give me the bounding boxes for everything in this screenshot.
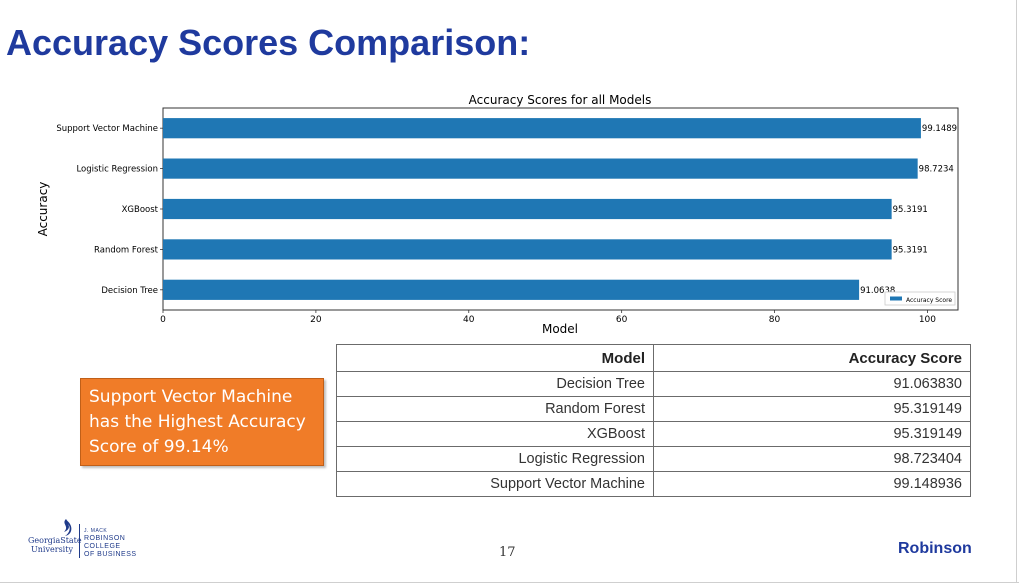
- score-cell: 98.723404: [653, 446, 971, 472]
- highest-score-callout: Support Vector Machine has the Highest A…: [80, 378, 324, 466]
- x-tick-label: 0: [160, 315, 166, 325]
- bar-random-forest: [163, 239, 892, 260]
- y-tick-label: Support Vector Machine: [56, 124, 158, 134]
- score-cell: 95.319149: [653, 421, 971, 447]
- score-cell: 95.319149: [653, 396, 971, 422]
- model-cell: XGBoost: [336, 421, 654, 447]
- x-tick-label: 60: [616, 315, 628, 325]
- legend-swatch: [890, 296, 902, 301]
- column-header-model: Model: [336, 344, 654, 372]
- table-row: Random Forest 95.319149: [336, 396, 971, 422]
- slide-title: Accuracy Scores Comparison:: [6, 22, 531, 63]
- accuracy-table: Model Accuracy Score Decision Tree 91.06…: [336, 344, 971, 497]
- y-tick-label: Decision Tree: [101, 286, 158, 296]
- bar-data-label: 95.3191: [893, 245, 928, 255]
- x-tick-label: 20: [310, 315, 322, 325]
- bar-logistic-regression: [163, 158, 918, 179]
- y-tick-label: XGBoost: [122, 205, 159, 215]
- table-header-row: Model Accuracy Score: [336, 344, 971, 372]
- bar-data-label: 95.3191: [893, 205, 928, 215]
- slide-border: [0, 582, 1019, 583]
- chart-title: Accuracy Scores for all Models: [469, 93, 652, 107]
- model-cell: Support Vector Machine: [336, 471, 654, 497]
- model-cell: Decision Tree: [336, 371, 654, 397]
- page-number: 17: [499, 545, 516, 560]
- gsu-wordmark: GeorgiaState University: [28, 536, 82, 554]
- robinson-logo: Robinson: [898, 540, 972, 557]
- score-cell: 99.148936: [653, 471, 971, 497]
- model-cell: Random Forest: [336, 396, 654, 422]
- x-tick-label: 100: [919, 315, 936, 325]
- college-wordmark: J. MACK ROBINSON COLLEGE OF BUSINESS: [84, 528, 137, 558]
- accuracy-bar-chart: Accuracy Scores for all Models 99.1489 98…: [36, 93, 959, 336]
- column-header-accuracy: Accuracy Score: [653, 344, 971, 372]
- flame-icon: [64, 519, 72, 536]
- bar-data-label: 91.0638: [860, 286, 895, 296]
- slide-border: [1016, 0, 1017, 583]
- y-axis-label: Accuracy: [36, 182, 50, 237]
- score-cell: 91.063830: [653, 371, 971, 397]
- legend-box: [884, 291, 956, 306]
- bar-xgboost: [163, 198, 892, 220]
- bar-data-label: 99.1489: [922, 124, 957, 134]
- chart-legend: Accuracy Score: [884, 291, 956, 306]
- gsu-robinson-logo: GeorgiaState University J. MACK ROBINSON…: [28, 518, 143, 560]
- bar-support-vector-machine: [163, 118, 921, 139]
- legend-label: Accuracy Score: [906, 297, 952, 304]
- table-row: XGBoost 95.319149: [336, 421, 971, 447]
- table-row: Support Vector Machine 99.148936: [336, 471, 971, 497]
- logo-divider: [79, 524, 80, 558]
- x-tick-label: 80: [769, 315, 781, 325]
- x-tick-label: 40: [463, 315, 475, 325]
- y-tick-label: Logistic Regression: [76, 165, 158, 175]
- table-row: Decision Tree 91.063830: [336, 371, 971, 397]
- y-tick-label: Random Forest: [94, 245, 159, 255]
- model-cell: Logistic Regression: [336, 446, 654, 472]
- table-row: Logistic Regression 98.723404: [336, 446, 971, 472]
- bar-decision-tree: [163, 279, 860, 300]
- x-axis-label: Model: [542, 322, 578, 336]
- bar-data-label: 98.7234: [919, 165, 954, 175]
